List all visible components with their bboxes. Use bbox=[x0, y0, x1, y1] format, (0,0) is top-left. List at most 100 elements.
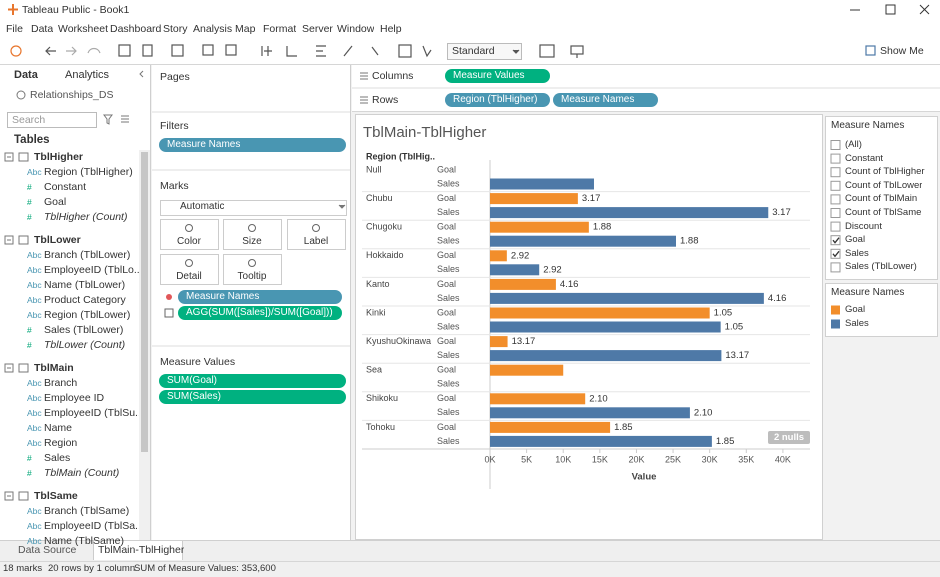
menu-item[interactable]: Help bbox=[380, 23, 402, 35]
field-name[interactable]: EmployeeID (TblSa... bbox=[44, 520, 139, 532]
checkmark bbox=[832, 237, 840, 244]
window-controls[interactable] bbox=[850, 4, 930, 15]
marks-color-pill[interactable]: Measure Names bbox=[178, 290, 342, 304]
field-name[interactable]: TblMain (Count) bbox=[44, 467, 120, 479]
table-name[interactable]: TblLower bbox=[34, 234, 81, 246]
bar-label: 1.85 bbox=[614, 422, 633, 433]
field-name[interactable]: Name bbox=[44, 422, 73, 434]
field-name[interactable]: Region (TblHigher) bbox=[44, 166, 133, 178]
menu-item[interactable]: Window bbox=[337, 23, 375, 35]
data-source-name[interactable]: Relationships_DS bbox=[30, 89, 114, 101]
field-type-icon: # bbox=[27, 197, 32, 207]
rows-label: Rows bbox=[372, 94, 399, 106]
fit-dropdown[interactable] bbox=[447, 43, 522, 60]
mark-type-dropdown[interactable] bbox=[160, 200, 347, 216]
x-axis-title: Value bbox=[632, 472, 657, 483]
field-name[interactable]: TblLower (Count) bbox=[44, 339, 126, 351]
menu-item[interactable]: Dashboard bbox=[110, 23, 162, 35]
measure-pill[interactable]: SUM(Sales) bbox=[159, 390, 346, 404]
filter-pill[interactable]: Measure Names bbox=[159, 138, 346, 152]
bar-label: 3.17 bbox=[772, 207, 791, 218]
active-sheet-tab[interactable] bbox=[93, 541, 183, 560]
field-type-icon: # bbox=[27, 325, 32, 335]
field-name[interactable]: Sales bbox=[44, 452, 71, 464]
field-name[interactable]: TblHigher (Count) bbox=[44, 211, 128, 223]
table-name[interactable]: TblMain bbox=[34, 362, 74, 374]
row-header: Region (TblHig.. bbox=[366, 151, 435, 161]
field-name[interactable]: Branch (TblLower) bbox=[44, 249, 131, 261]
field-type-icon: Abc bbox=[27, 250, 42, 260]
field-name[interactable]: Product Category bbox=[44, 294, 126, 306]
x-tick-label: 0K bbox=[484, 454, 495, 464]
mark-button[interactable] bbox=[160, 219, 219, 250]
filter-item[interactable]: Constant bbox=[845, 152, 884, 164]
data-tab[interactable]: Data bbox=[14, 69, 38, 81]
checkbox bbox=[830, 180, 841, 191]
field-type-icon: Abc bbox=[27, 378, 42, 388]
legend-label[interactable]: Goal bbox=[845, 304, 866, 315]
table-icon bbox=[18, 363, 29, 373]
color-icon bbox=[166, 294, 172, 300]
analytics-tab[interactable]: Analytics bbox=[65, 69, 110, 81]
table-name[interactable]: TblSame bbox=[34, 490, 78, 502]
legend-label[interactable]: Sales bbox=[845, 318, 869, 329]
rows-pill[interactable]: Region (TblHigher) bbox=[445, 93, 550, 107]
filter-item[interactable]: Count of TblSame bbox=[845, 207, 922, 218]
mark-button[interactable] bbox=[223, 219, 282, 250]
menu-item[interactable]: Data bbox=[31, 23, 54, 35]
toolbar-icons[interactable] bbox=[10, 44, 876, 58]
filter-item[interactable]: Sales (TblLower) bbox=[845, 261, 917, 273]
filter-item[interactable]: Count of TblHigher bbox=[845, 166, 925, 178]
measure-pill[interactable]: SUM(Goal) bbox=[159, 374, 346, 388]
menu-item[interactable]: Format bbox=[263, 23, 297, 35]
field-name[interactable]: Name (TblSame) bbox=[44, 535, 124, 547]
menu-item[interactable]: Story bbox=[163, 23, 188, 35]
menu-item[interactable]: Analysis bbox=[193, 23, 233, 35]
marks-title: Marks bbox=[160, 180, 189, 192]
field-name[interactable]: Branch bbox=[44, 377, 78, 389]
filter-item[interactable]: Count of TblLower bbox=[845, 179, 923, 191]
checkbox bbox=[830, 262, 841, 273]
filter-item[interactable]: Discount bbox=[845, 220, 882, 232]
columns-pill[interactable]: Measure Values bbox=[445, 69, 550, 83]
mark-type[interactable]: Automatic bbox=[180, 201, 225, 212]
scrollbar-thumb[interactable] bbox=[141, 152, 148, 452]
category-label: KyushuOkinawa bbox=[366, 336, 431, 346]
bar bbox=[490, 321, 721, 333]
data-source-tab[interactable]: Data Source bbox=[18, 544, 77, 556]
category-label: Tohoku bbox=[366, 422, 395, 432]
menu-item[interactable]: Worksheet bbox=[58, 23, 108, 35]
field-type-icon: Abc bbox=[27, 521, 42, 531]
menu-item[interactable]: File bbox=[6, 23, 23, 35]
fit-label[interactable]: Standard bbox=[452, 45, 495, 57]
field-name[interactable]: Region (TblLower) bbox=[44, 309, 131, 321]
field-name[interactable]: Goal bbox=[44, 196, 67, 208]
filter-item[interactable]: (All) bbox=[845, 139, 862, 150]
marks-label-pill[interactable]: AGG(SUM([Sales])/SUM([Goal])) bbox=[178, 306, 342, 320]
category-label: Chubu bbox=[366, 193, 393, 203]
table-name[interactable]: TblHigher bbox=[34, 151, 83, 163]
chart-title: TblMain-TblHigher bbox=[363, 124, 486, 141]
field-name[interactable]: Sales (TblLower) bbox=[44, 324, 124, 336]
mark-button-icon bbox=[312, 224, 320, 232]
field-name[interactable]: Constant bbox=[44, 181, 87, 193]
field-name[interactable]: Name (TblLower) bbox=[44, 279, 126, 291]
rows-pill[interactable]: Measure Names bbox=[553, 93, 658, 107]
field-name[interactable]: EmployeeID (TblSu... bbox=[44, 407, 139, 419]
checkbox bbox=[830, 153, 841, 164]
menu-item[interactable]: Map bbox=[235, 23, 256, 35]
sheet-tab[interactable]: TblMain-TblHigher bbox=[98, 544, 185, 556]
filter-item[interactable]: Goal bbox=[845, 234, 866, 246]
filter-item[interactable]: Count of TblMain bbox=[845, 193, 918, 205]
field-name[interactable]: Branch (TblSame) bbox=[44, 505, 130, 517]
filter-item[interactable]: Sales bbox=[845, 247, 869, 259]
field-name[interactable]: Region bbox=[44, 437, 78, 449]
category-label: Null bbox=[366, 164, 382, 174]
menu-item[interactable]: Server bbox=[302, 23, 333, 35]
field-name[interactable]: EmployeeID (TblLo... bbox=[44, 264, 139, 276]
search-box[interactable] bbox=[7, 112, 97, 128]
show-me[interactable]: Show Me bbox=[880, 45, 924, 57]
bar-label: 1.05 bbox=[725, 322, 744, 333]
field-name[interactable]: Employee ID bbox=[44, 392, 105, 404]
